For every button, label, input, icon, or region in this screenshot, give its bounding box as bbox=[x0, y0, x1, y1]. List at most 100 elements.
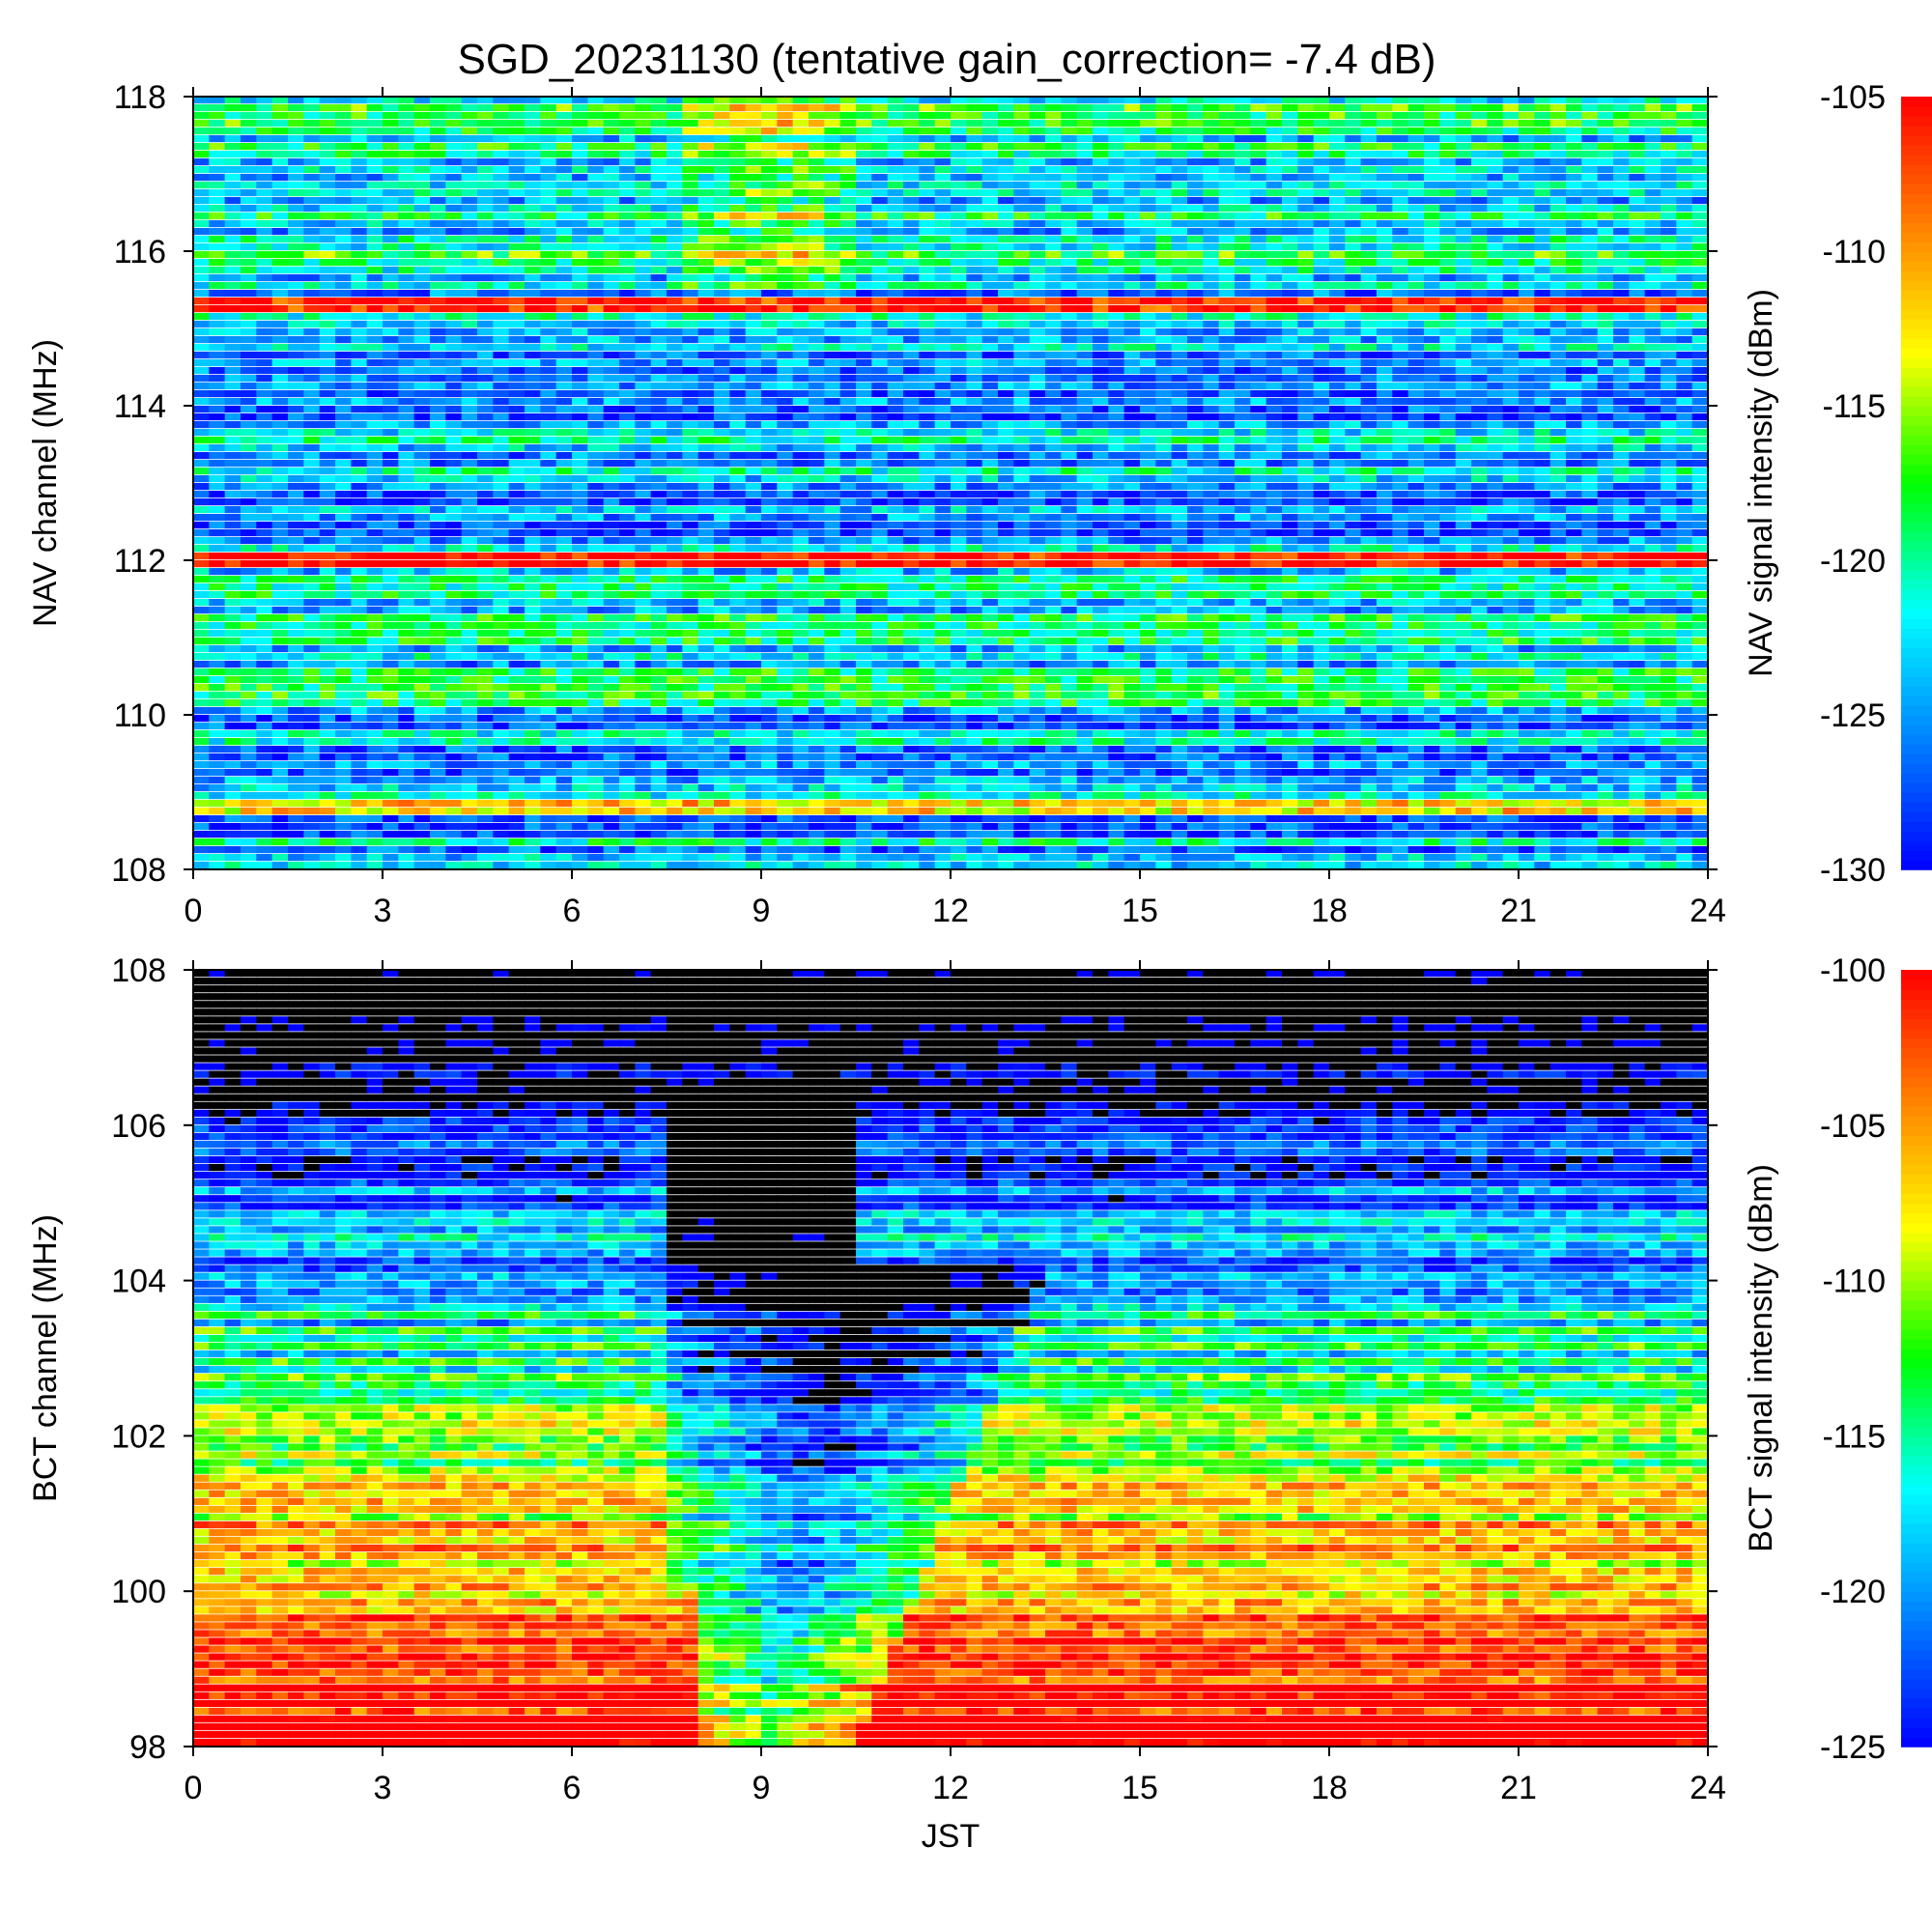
heatmap-cell bbox=[792, 591, 810, 599]
heatmap-cell bbox=[981, 838, 999, 846]
heatmap-cell bbox=[1377, 823, 1393, 831]
heatmap-cell bbox=[1502, 753, 1520, 761]
heatmap-cell bbox=[1171, 537, 1188, 545]
heatmap-cell bbox=[1629, 522, 1646, 529]
heatmap-cell bbox=[714, 707, 730, 715]
heatmap-cell bbox=[1235, 808, 1251, 815]
heatmap-cell bbox=[1313, 753, 1330, 761]
heatmap-cell bbox=[413, 815, 431, 823]
heatmap-cell bbox=[682, 676, 699, 684]
heatmap-cell bbox=[998, 475, 1014, 483]
heatmap-cell bbox=[1076, 668, 1094, 676]
heatmap-cell bbox=[1360, 846, 1378, 854]
heatmap-cell bbox=[430, 630, 446, 638]
heatmap-cell bbox=[1345, 491, 1362, 498]
heatmap-cell bbox=[1613, 831, 1630, 838]
heatmap-cell bbox=[1455, 838, 1472, 846]
heatmap-cell bbox=[1265, 738, 1283, 746]
heatmap-cell bbox=[809, 808, 825, 815]
heatmap-cell bbox=[1676, 692, 1693, 699]
heatmap-cell bbox=[1218, 862, 1236, 869]
heatmap-cell bbox=[461, 784, 478, 792]
heatmap-cell bbox=[1377, 723, 1393, 730]
heatmap-cell bbox=[714, 483, 730, 491]
heatmap-cell bbox=[714, 560, 730, 568]
heatmap-cell bbox=[1644, 761, 1662, 769]
heatmap-cell bbox=[729, 684, 747, 692]
heatmap-cell bbox=[1566, 645, 1582, 653]
heatmap-cell bbox=[871, 661, 889, 668]
heatmap-cell bbox=[335, 553, 352, 560]
heatmap-cell bbox=[493, 468, 510, 475]
heatmap-cell bbox=[193, 862, 210, 869]
heatmap-cell bbox=[714, 769, 730, 777]
heatmap-cell bbox=[1691, 792, 1709, 800]
heatmap-cell bbox=[477, 699, 494, 707]
heatmap-cell bbox=[650, 676, 668, 684]
heatmap-cell bbox=[824, 514, 841, 522]
heatmap-cell bbox=[1676, 537, 1693, 545]
heatmap-cell bbox=[1045, 653, 1062, 661]
heatmap-cell bbox=[1235, 723, 1251, 730]
heatmap-cell bbox=[903, 553, 920, 560]
heatmap-cell bbox=[366, 707, 384, 715]
heatmap-cell bbox=[256, 784, 273, 792]
heatmap-cell bbox=[1581, 553, 1599, 560]
heatmap-cell bbox=[761, 831, 778, 838]
heatmap-cell bbox=[351, 645, 368, 653]
heatmap-cell bbox=[288, 707, 304, 715]
heatmap-cell bbox=[413, 599, 431, 607]
heatmap-cell bbox=[1045, 545, 1062, 553]
heatmap-cell bbox=[461, 491, 478, 498]
heatmap-cell bbox=[1439, 653, 1457, 661]
heatmap-cell bbox=[351, 784, 368, 792]
heatmap-cell bbox=[981, 661, 999, 668]
heatmap-cell bbox=[1013, 777, 1031, 784]
heatmap-cell bbox=[1360, 823, 1378, 831]
heatmap-cell bbox=[729, 638, 747, 645]
heatmap-cell bbox=[951, 653, 967, 661]
heatmap-cell bbox=[555, 723, 573, 730]
heatmap-cell bbox=[1282, 715, 1298, 723]
heatmap-cell bbox=[1487, 638, 1504, 645]
heatmap-cell bbox=[1407, 583, 1425, 591]
heatmap-cell bbox=[288, 808, 304, 815]
heatmap-cell bbox=[1187, 692, 1204, 699]
heatmap-cell bbox=[745, 522, 762, 529]
heatmap-cell bbox=[1076, 715, 1094, 723]
heatmap-cell bbox=[587, 545, 605, 553]
heatmap-cell bbox=[824, 723, 841, 730]
heatmap-cell bbox=[224, 568, 242, 576]
heatmap-cell bbox=[1140, 522, 1156, 529]
heatmap-cell bbox=[1691, 498, 1709, 506]
heatmap-cell bbox=[1691, 599, 1709, 607]
heatmap-cell bbox=[1093, 738, 1109, 746]
heatmap-cell bbox=[288, 730, 304, 738]
heatmap-cell bbox=[1502, 707, 1520, 715]
heatmap-cell bbox=[1407, 668, 1425, 676]
heatmap-cell bbox=[209, 676, 226, 684]
heatmap-cell bbox=[1519, 468, 1535, 475]
heatmap-cell bbox=[1345, 723, 1362, 730]
heatmap-cell bbox=[667, 777, 683, 784]
heatmap-cell bbox=[493, 522, 510, 529]
heatmap-cell bbox=[1360, 808, 1378, 815]
heatmap-cell bbox=[461, 475, 478, 483]
heatmap-cell bbox=[667, 506, 683, 514]
heatmap-cell bbox=[667, 522, 683, 529]
heatmap-cell bbox=[1329, 475, 1346, 483]
heatmap-cell bbox=[508, 738, 526, 746]
heatmap-cell bbox=[1439, 723, 1457, 730]
heatmap-cell bbox=[871, 630, 889, 638]
heatmap-cell bbox=[635, 808, 652, 815]
heatmap-cell bbox=[461, 854, 478, 862]
heatmap-cell bbox=[1297, 576, 1315, 583]
heatmap-cell bbox=[1329, 668, 1346, 676]
heatmap-cell bbox=[919, 630, 936, 638]
heatmap-cell bbox=[824, 838, 841, 846]
heatmap-cell bbox=[1613, 684, 1630, 692]
heatmap-cell bbox=[839, 723, 857, 730]
heatmap-cell bbox=[383, 599, 399, 607]
heatmap-cell bbox=[871, 622, 889, 630]
heatmap-cell bbox=[1581, 560, 1599, 568]
